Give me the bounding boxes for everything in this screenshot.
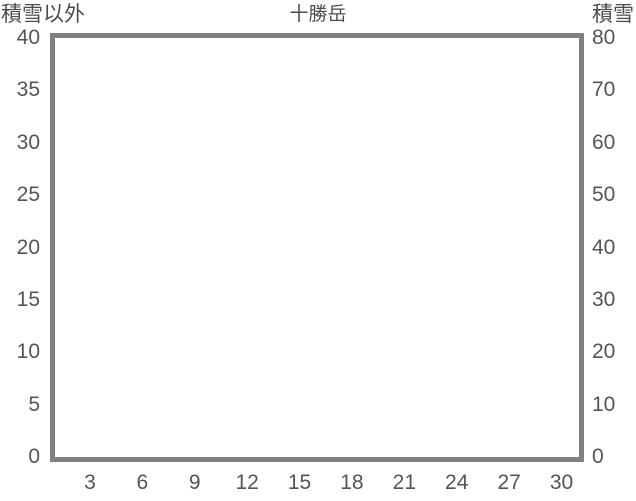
- x-axis-tick-27: 27: [497, 471, 521, 494]
- left-axis-tick-15: 15: [16, 287, 40, 311]
- plot-frame-border: [50, 33, 584, 462]
- right-axis-tick-30: 30: [592, 287, 616, 311]
- x-axis-tick-6: 6: [136, 471, 149, 494]
- right-axis-tick-10: 10: [592, 392, 616, 416]
- right-axis-tick-70: 70: [592, 78, 616, 102]
- x-axis-tick-9: 9: [188, 471, 201, 494]
- left-axis-tick-10: 10: [16, 340, 40, 364]
- left-axis-title: 積雪以外: [1, 3, 85, 26]
- right-axis-title: 積雪: [592, 3, 634, 26]
- x-axis-tick-12: 12: [235, 471, 259, 494]
- x-axis-tick-15: 15: [287, 471, 312, 494]
- left-axis-tick-5: 5: [28, 392, 40, 416]
- right-axis-tick-60: 60: [592, 130, 616, 154]
- right-axis-tick-0: 0: [592, 445, 604, 468]
- right-axis-tick-40: 40: [592, 235, 616, 259]
- left-axis-tick-35: 35: [16, 78, 40, 102]
- chart-title: 十勝岳: [289, 4, 347, 25]
- left-axis-tick-40: 40: [16, 26, 40, 49]
- x-axis-tick-24: 24: [445, 471, 469, 494]
- left-axis-tick-25: 25: [16, 183, 40, 207]
- left-axis-tick-20: 20: [16, 235, 40, 259]
- plot-area: [50, 33, 584, 462]
- right-axis-tick-50: 50: [592, 183, 616, 207]
- left-axis-tick-30: 30: [16, 130, 40, 154]
- right-axis-tick-20: 20: [592, 340, 616, 364]
- x-axis-tick-3: 3: [84, 471, 96, 494]
- right-axis-tick-80: 80: [592, 26, 616, 49]
- x-axis-tick-21: 21: [392, 471, 416, 494]
- left-axis-tick-0: 0: [28, 445, 40, 468]
- x-axis-tick-18: 18: [340, 471, 364, 494]
- x-axis-tick-30: 30: [549, 471, 574, 494]
